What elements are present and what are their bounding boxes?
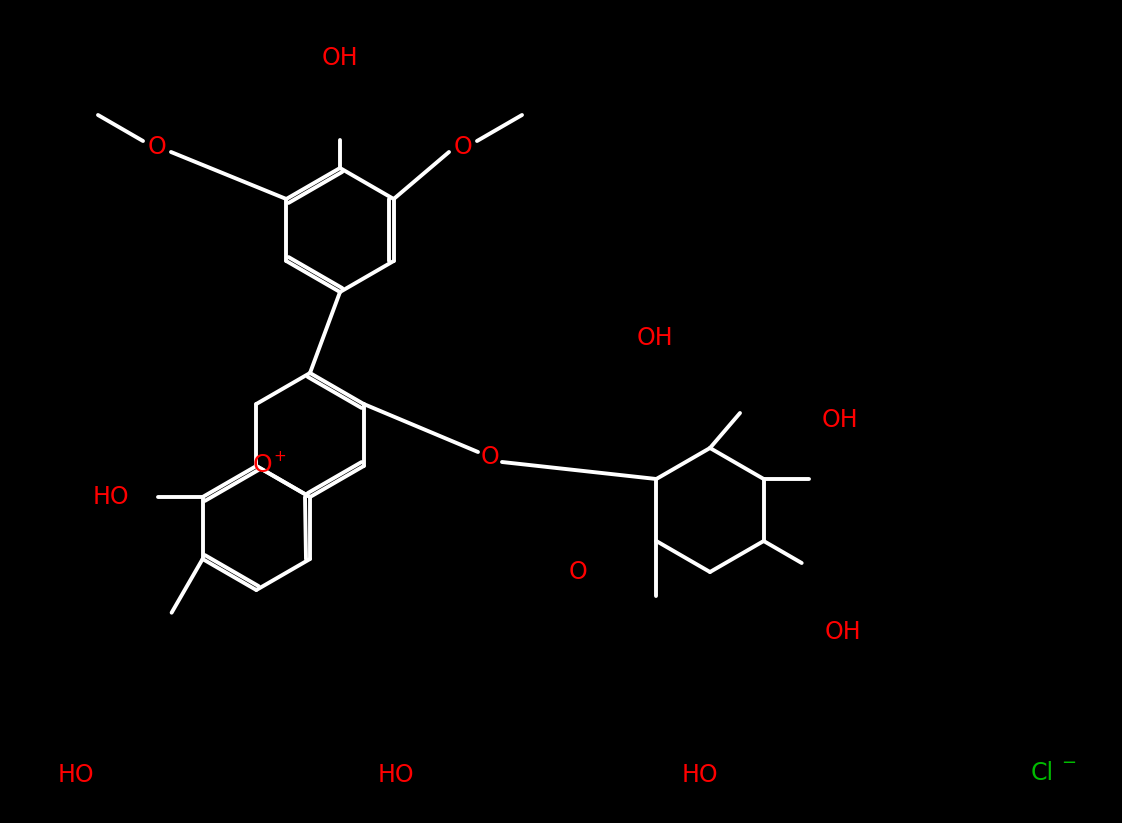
Text: O: O xyxy=(480,445,499,469)
Text: HO: HO xyxy=(57,763,94,787)
Text: OH: OH xyxy=(825,620,862,644)
Text: O: O xyxy=(569,560,588,584)
Text: HO: HO xyxy=(93,485,130,509)
Text: +: + xyxy=(274,449,286,463)
Text: O: O xyxy=(252,453,272,477)
Text: OH: OH xyxy=(322,46,358,70)
Text: OH: OH xyxy=(822,408,858,432)
Text: −: − xyxy=(1061,754,1077,772)
Text: Cl: Cl xyxy=(1030,761,1054,785)
Text: HO: HO xyxy=(682,763,718,787)
Text: O: O xyxy=(453,135,472,159)
Text: OH: OH xyxy=(637,326,673,350)
Text: HO: HO xyxy=(378,763,414,787)
Text: O: O xyxy=(148,135,166,159)
